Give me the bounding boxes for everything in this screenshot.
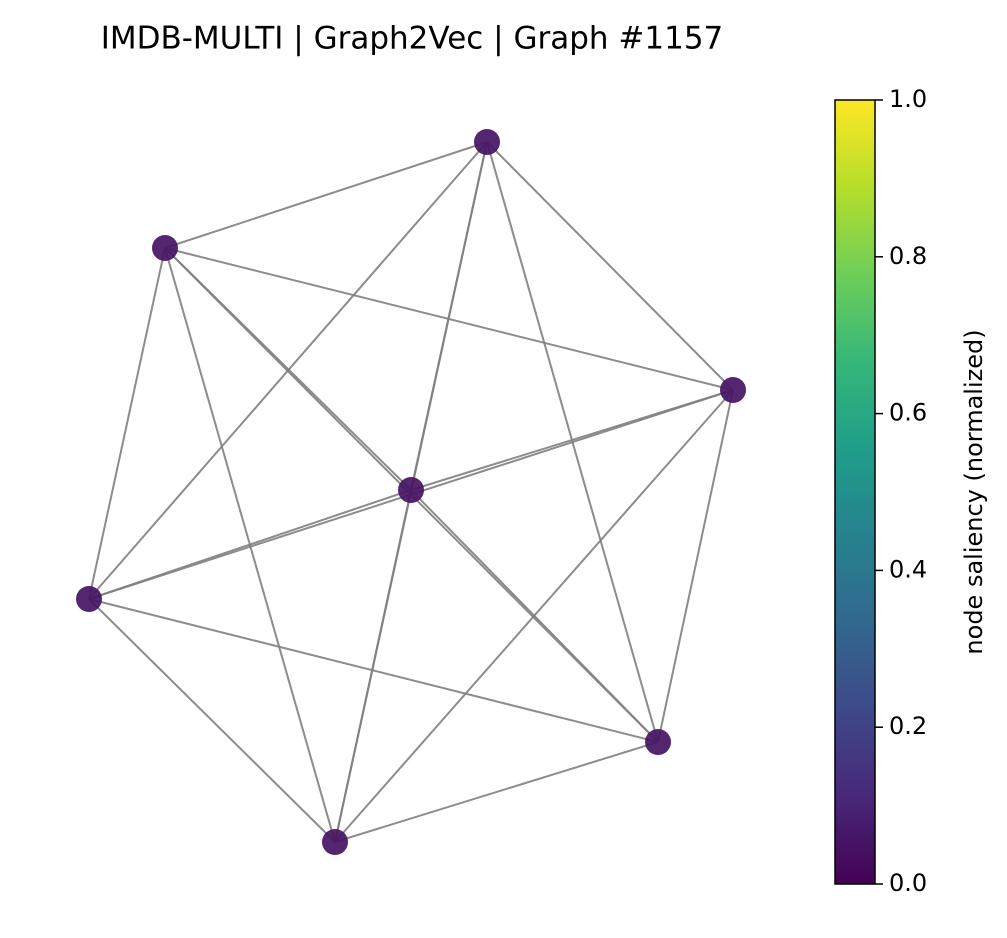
node [398,477,424,503]
colorbar-tick-label: 0.4 [889,555,927,583]
node [645,729,671,755]
colorbar-label: node saliency (normalized) [960,329,988,654]
edge [486,141,734,391]
node [76,586,102,612]
colorbar-tick-label: 0.8 [889,242,927,270]
colorbar-tick-label: 0.0 [889,869,927,897]
colorbar-tick-label: 1.0 [889,85,927,113]
edge [88,247,166,600]
edge [657,389,734,743]
node [152,235,178,261]
edge [88,598,659,743]
nodes [76,129,746,855]
chart-title: IMDB-MULTI | Graph2Vec | Graph #1157 [101,21,724,57]
edge [164,247,336,843]
node [720,377,746,403]
edge [164,141,488,249]
edge [334,389,734,843]
edge [164,247,734,391]
colorbar-tick-label: 0.6 [889,399,927,427]
colorbar [834,99,876,885]
colorbar-tick-label: 0.2 [889,712,927,740]
node [322,829,348,855]
node [474,129,500,155]
edge [88,598,336,843]
edge [334,741,659,843]
